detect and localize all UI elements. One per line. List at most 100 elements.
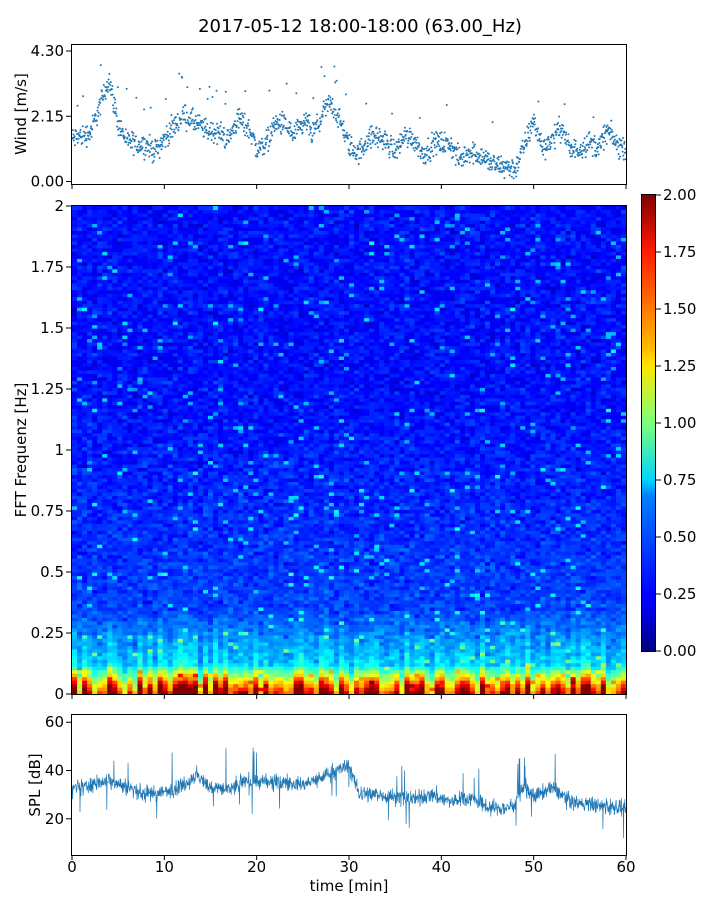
heatmap-cell — [197, 669, 204, 674]
heatmap-cell — [77, 680, 83, 685]
wind-point — [622, 158, 625, 161]
heatmap-cell — [102, 596, 108, 601]
heatmap-cell — [459, 683, 466, 688]
heatmap-cell — [490, 638, 496, 643]
heatmap-cell — [228, 645, 234, 650]
heatmap-cell — [268, 603, 275, 608]
heatmap-cell — [610, 620, 617, 625]
heatmap-cell — [132, 592, 139, 597]
heatmap-cell — [122, 613, 128, 618]
heatmap-cell — [122, 655, 128, 660]
wind-point — [372, 139, 375, 142]
heatmap-cell — [474, 620, 481, 625]
heatmap-cell — [510, 603, 516, 608]
heatmap-cell — [550, 676, 557, 681]
heatmap-cell — [283, 666, 290, 671]
wind-point — [593, 135, 596, 137]
heatmap-cell — [177, 683, 184, 688]
heatmap-cell — [142, 610, 149, 615]
heatmap-cell — [303, 585, 310, 591]
heatmap-cell — [429, 662, 436, 667]
heatmap-cell — [192, 662, 199, 667]
wind-point — [191, 107, 194, 110]
heatmap-cell — [177, 648, 184, 653]
heatmap-cell — [177, 641, 184, 646]
heatmap-cell — [419, 662, 426, 667]
heatmap-cell — [484, 599, 491, 604]
heatmap-cell — [414, 683, 421, 688]
heatmap-cell — [349, 648, 355, 653]
heatmap-cell — [223, 634, 229, 639]
wind-point — [225, 142, 228, 145]
heatmap-cell — [374, 634, 380, 639]
wind-point — [469, 149, 472, 152]
heatmap-cell — [349, 659, 355, 664]
heatmap-cell — [384, 641, 390, 646]
heatmap-cell — [434, 592, 441, 597]
heatmap-cell — [218, 613, 224, 618]
heatmap-cell — [479, 606, 486, 611]
heatmap-cell — [157, 582, 164, 587]
heatmap-cell — [233, 655, 239, 660]
heatmap-cell — [82, 585, 88, 591]
wind-point — [79, 128, 82, 131]
heatmap-cell — [439, 669, 446, 674]
heatmap-cell — [182, 641, 189, 646]
heatmap-cell — [328, 627, 335, 632]
heatmap-cell — [92, 596, 98, 601]
wind-point — [344, 93, 347, 96]
heatmap-cell — [449, 631, 456, 636]
heatmap-cell — [112, 613, 118, 618]
heatmap-cell — [525, 655, 531, 660]
wind-point — [591, 146, 593, 149]
heatmap-cell — [72, 680, 78, 685]
wind-point — [150, 142, 153, 145]
wind-point — [501, 160, 504, 163]
heatmap-cell — [389, 659, 395, 664]
wind-point — [550, 142, 553, 145]
heatmap-cell — [510, 673, 516, 678]
wind-point — [77, 132, 80, 135]
wind-point — [517, 166, 520, 169]
heatmap-cell — [610, 659, 617, 664]
heatmap-cell — [157, 690, 164, 695]
heatmap-cell — [580, 683, 587, 688]
heatmap-cell — [409, 617, 416, 622]
wind-point — [84, 132, 87, 135]
heatmap-cell — [197, 683, 204, 688]
heatmap-cell — [359, 582, 365, 587]
heatmap-cell — [218, 606, 224, 611]
heatmap-cell — [464, 645, 471, 650]
heatmap-cell — [454, 599, 461, 604]
heatmap-cell — [525, 631, 531, 636]
heatmap-cell — [318, 610, 325, 615]
heatmap-cell — [202, 645, 209, 650]
wind-point — [316, 113, 319, 116]
heatmap-cell — [384, 659, 390, 664]
heatmap-cell — [258, 589, 264, 594]
heatmap-cell — [444, 690, 451, 695]
heatmap-cell — [429, 683, 436, 688]
wind-point — [351, 149, 354, 152]
heatmap-cell — [207, 666, 214, 671]
heatmap-cell — [162, 617, 169, 622]
heatmap-cell — [313, 662, 320, 667]
heatmap-cell — [243, 655, 249, 660]
wind-point — [361, 149, 364, 152]
heatmap-cell — [97, 662, 103, 667]
heatmap-cell — [97, 613, 103, 618]
wind-point — [389, 143, 392, 146]
heatmap-cell — [354, 620, 360, 625]
heatmap-cell — [313, 673, 320, 678]
heatmap-cell — [243, 634, 249, 639]
heatmap-cell — [484, 641, 491, 646]
wind-point — [94, 114, 97, 117]
heatmap-cell — [182, 690, 189, 695]
heatmap-cell — [354, 673, 360, 678]
heatmap-cell — [520, 648, 526, 653]
wind-point — [538, 137, 541, 140]
heatmap-cell — [192, 624, 199, 629]
heatmap-cell — [580, 599, 587, 604]
heatmap-cell — [570, 655, 577, 660]
heatmap-cell — [122, 599, 128, 604]
